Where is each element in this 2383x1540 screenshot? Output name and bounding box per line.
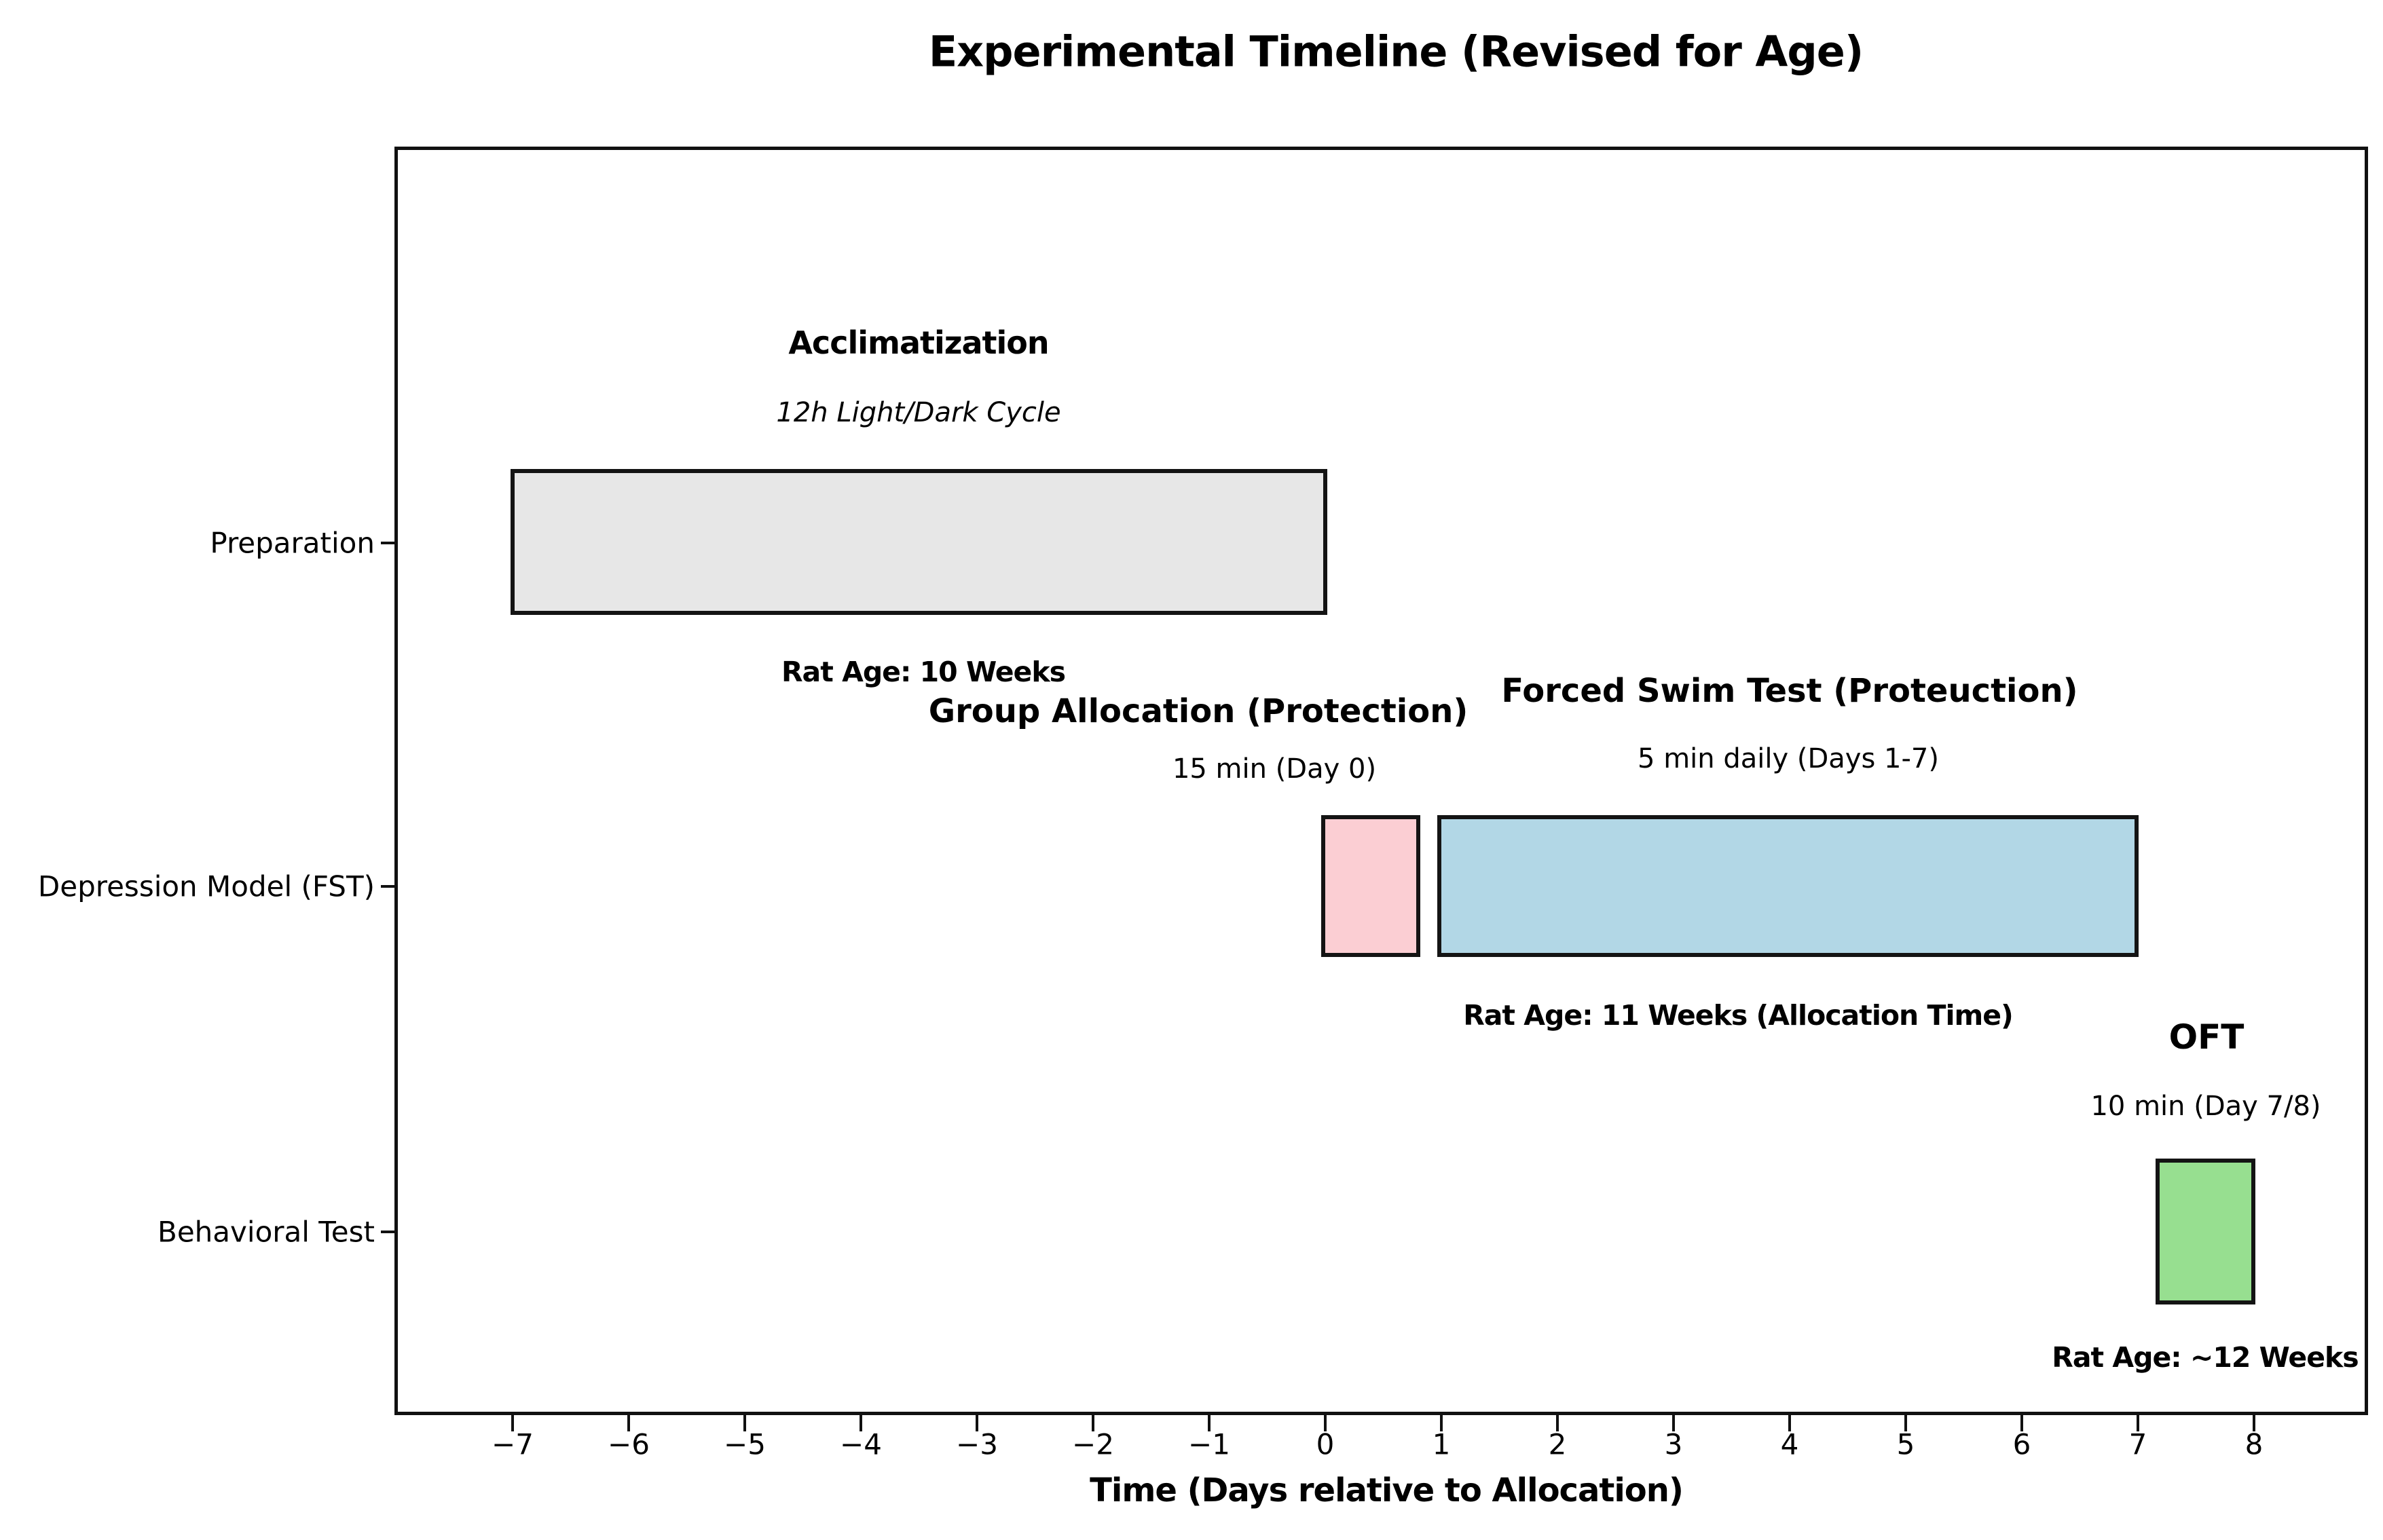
row-label-preparation: Preparation [210,526,375,560]
x-tick-mark [1672,1415,1675,1431]
x-tick-label: 6 [2012,1427,2031,1461]
x-tick-mark [860,1415,862,1431]
bar-forced-swim-test [1437,815,2139,957]
x-tick-label: −1 [1188,1427,1230,1461]
x-tick-label: −7 [492,1427,534,1461]
x-tick-mark [2020,1415,2023,1431]
x-tick-mark [976,1415,978,1431]
x-tick-mark [1092,1415,1094,1431]
x-tick-label: −5 [724,1427,766,1461]
x-tick-mark [2253,1415,2255,1431]
x-tick-label: −2 [1072,1427,1114,1461]
y-tick-mark [381,885,394,888]
x-tick-label: 1 [1432,1427,1451,1461]
x-tick-label: 2 [1548,1427,1567,1461]
x-axis-label: Time (Days relative to Allocation) [1090,1471,1684,1509]
x-tick-mark [2137,1415,2139,1431]
acclimatization-subtitle: 12h Light/Dark Cycle [776,397,1061,428]
x-tick-mark [511,1415,514,1431]
x-tick-label: 4 [1780,1427,1799,1461]
x-tick-mark [1788,1415,1791,1431]
row-label-behavioral-test: Behavioral Test [158,1215,375,1249]
group-allocation-subtitle: 15 min (Day 0) [1172,753,1377,785]
acclimatization-title: Acclimatization [788,324,1049,361]
x-tick-label: 0 [1316,1427,1335,1461]
x-tick-label: 8 [2245,1427,2264,1461]
x-tick-label: 3 [1664,1427,1683,1461]
x-tick-mark [627,1415,630,1431]
plot-area [394,147,2368,1415]
chart-title: Experimental Timeline (Revised for Age) [928,26,1864,77]
y-tick-mark [381,542,394,544]
x-tick-mark [1556,1415,1559,1431]
x-tick-label: −4 [840,1427,882,1461]
x-tick-label: −6 [608,1427,650,1461]
x-tick-label: 7 [2128,1427,2147,1461]
y-tick-mark [381,1231,394,1233]
x-tick-label: −3 [956,1427,998,1461]
bar-acclimatization [511,469,1327,615]
x-tick-mark [1904,1415,1907,1431]
oft-subtitle: 10 min (Day 7/8) [2090,1091,2321,1122]
x-tick-mark [1324,1415,1327,1431]
bar-group-allocation [1321,815,1420,957]
bar-oft [2156,1159,2255,1304]
row-label-depression-model: Depression Model (FST) [37,869,375,903]
forced-swim-test-age-note: Rat Age: 11 Weeks (Allocation Time) [1463,999,2014,1032]
x-tick-mark [743,1415,746,1431]
x-tick-mark [1440,1415,1443,1431]
group-allocation-title: Group Allocation (Protection) [928,692,1468,730]
oft-age-note: Rat Age: ~12 Weeks [2052,1341,2359,1374]
forced-swim-test-subtitle: 5 min daily (Days 1-7) [1638,743,1939,774]
oft-title: OFT [2168,1017,2245,1057]
x-tick-label: 5 [1896,1427,1915,1461]
forced-swim-test-title: Forced Swim Test (Proteuction) [1501,672,2078,710]
acclimatization-age-note: Rat Age: 10 Weeks [781,656,1066,688]
x-tick-mark [1208,1415,1211,1431]
